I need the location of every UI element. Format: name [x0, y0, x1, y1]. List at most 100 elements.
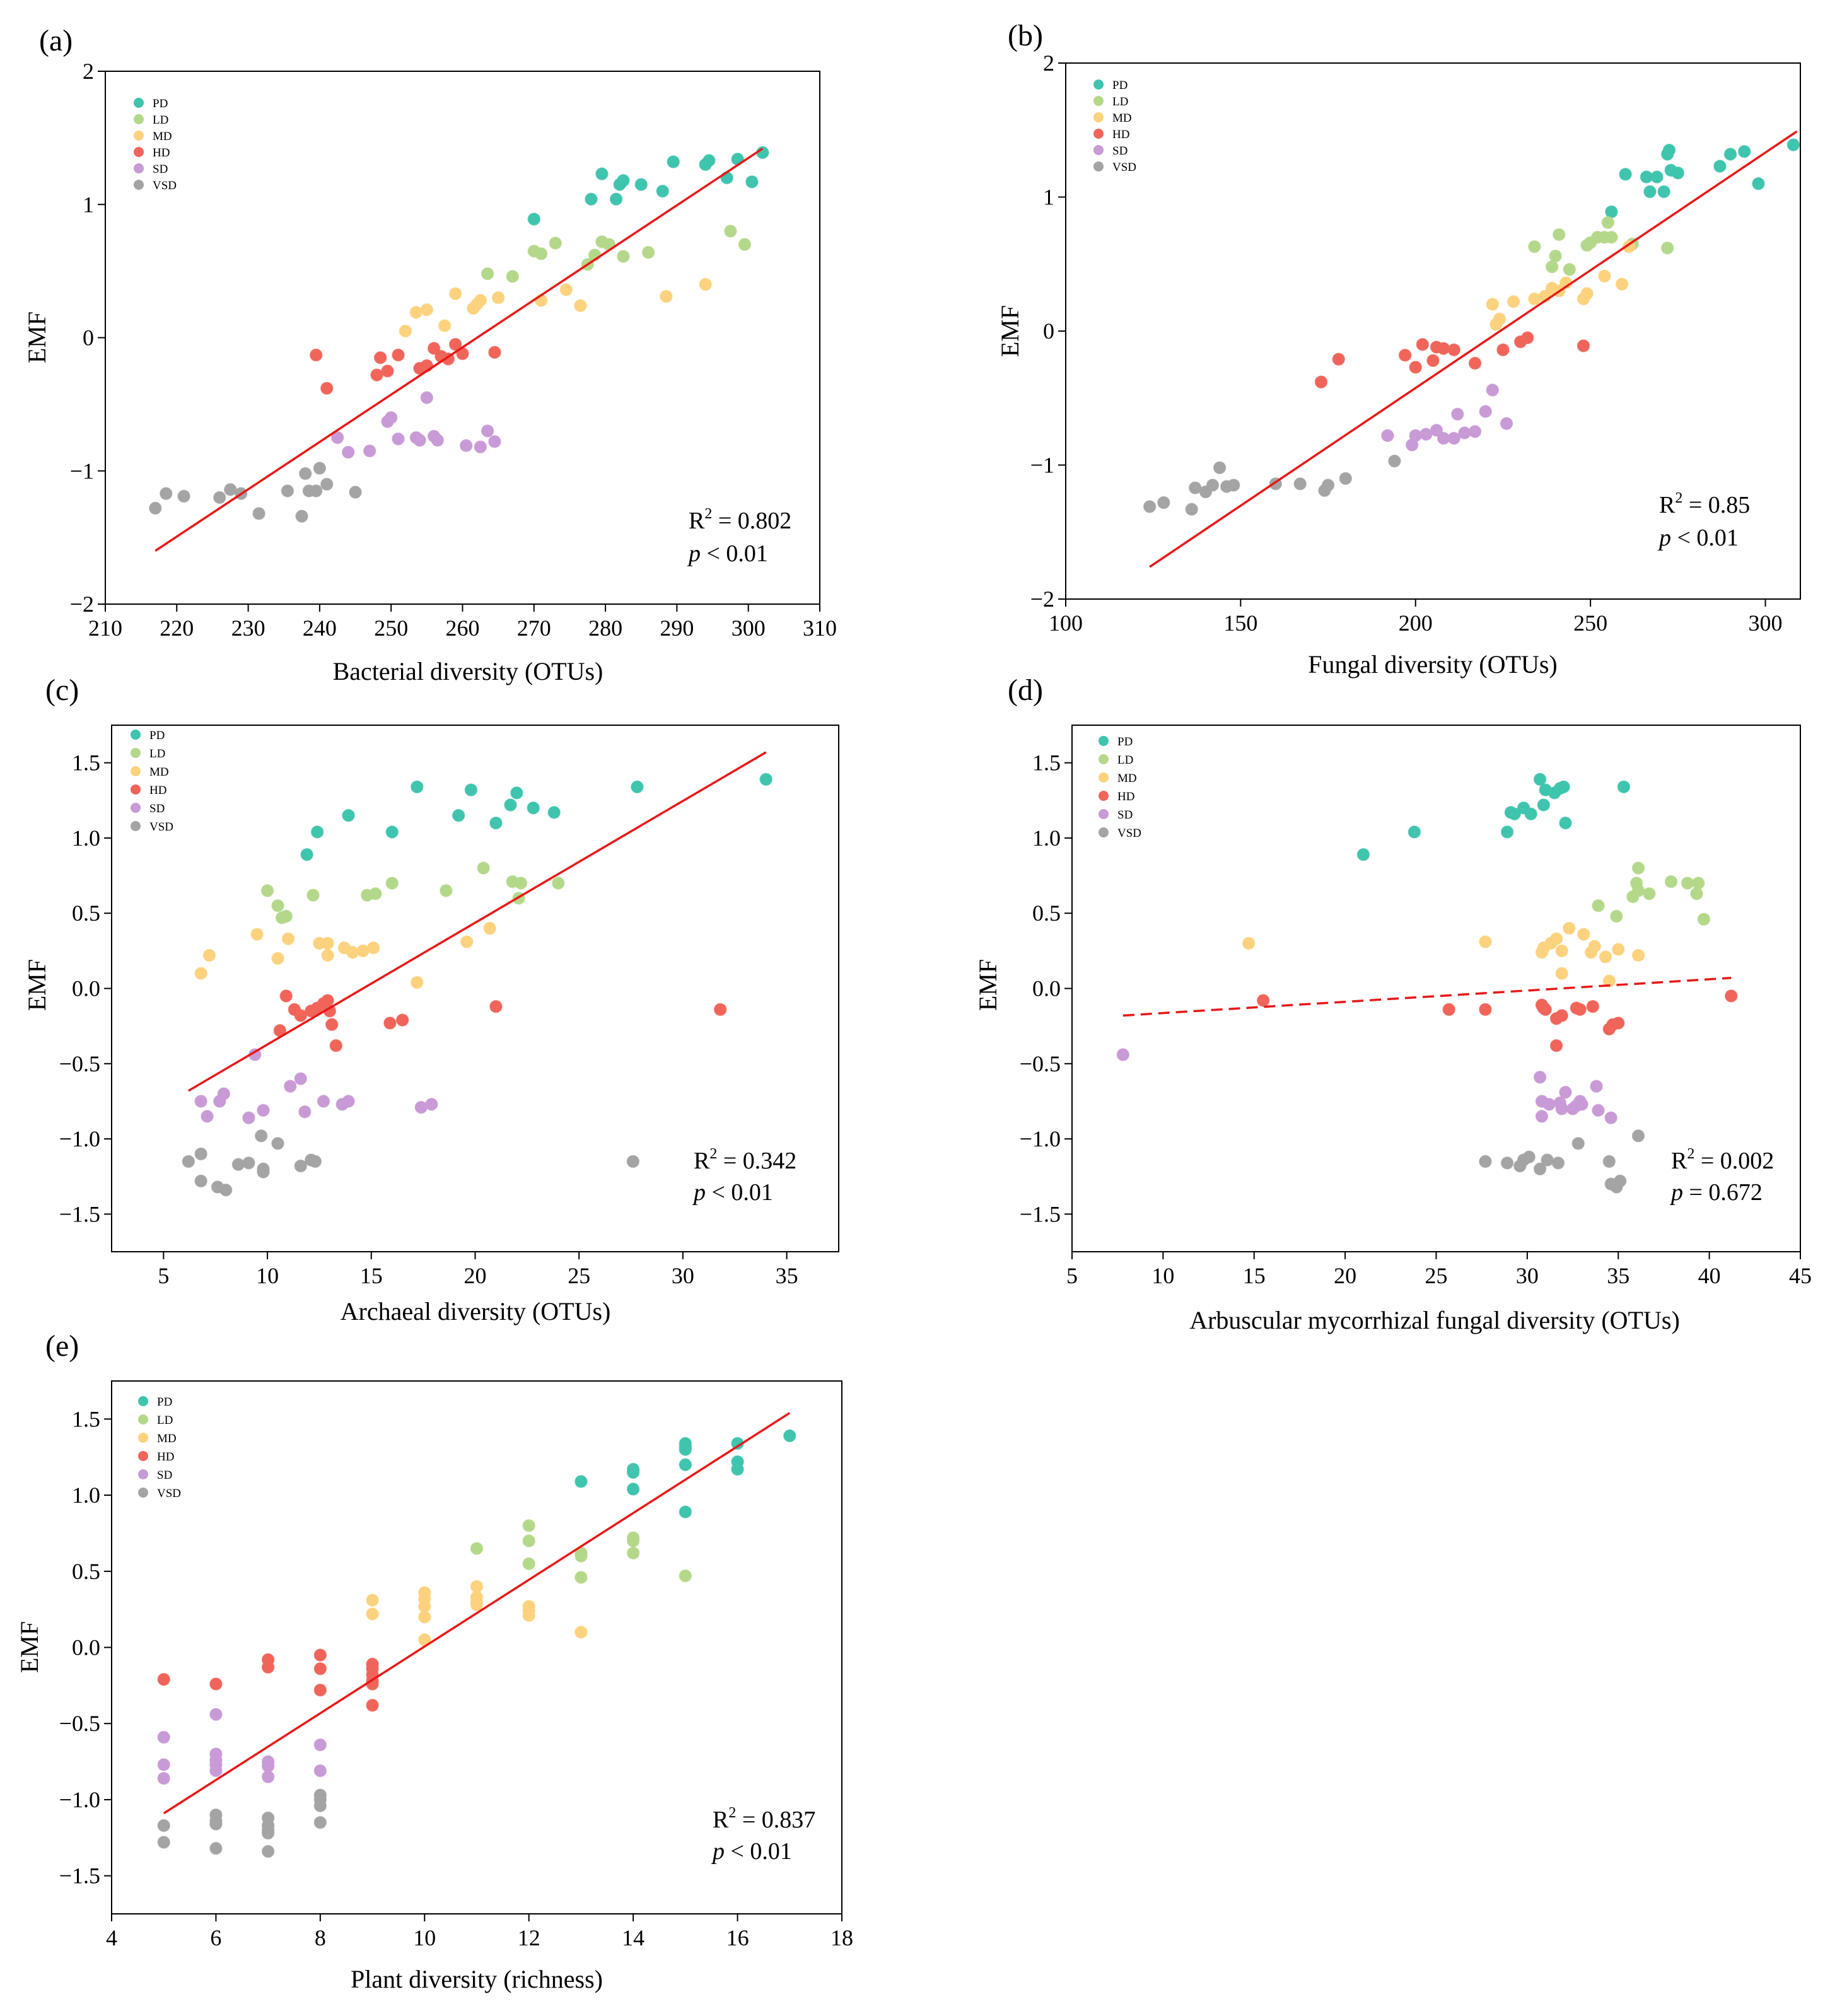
y-tick-label: 0.0: [72, 976, 100, 1001]
data-point-hd: [1573, 1003, 1587, 1017]
legend-marker-hd: [134, 147, 144, 157]
y-tick-label: −1.5: [1020, 1201, 1061, 1226]
data-point-hd: [1442, 1003, 1455, 1017]
data-point-hd: [313, 1662, 327, 1675]
data-point-md: [281, 932, 295, 946]
data-point-hd: [1549, 1039, 1563, 1052]
p-value: < 0.01: [701, 540, 768, 567]
data-point-ld: [1692, 877, 1705, 890]
data-point-sd: [1447, 431, 1461, 445]
r-squared-value: = 0.85: [1682, 492, 1750, 518]
x-tick-label: 200: [1399, 610, 1433, 636]
data-point-hd: [1314, 375, 1328, 388]
data-point-vsd: [1321, 479, 1335, 492]
legend-label: VSD: [1117, 827, 1141, 840]
legend-label: SD: [153, 163, 168, 176]
data-point-vsd: [160, 487, 173, 500]
data-point-hd: [1496, 343, 1510, 356]
p-value-label: p = 0.672: [1669, 1179, 1763, 1206]
data-point-hd: [366, 1698, 379, 1712]
x-tick-label: 230: [231, 615, 265, 641]
data-point-pd: [1737, 145, 1751, 158]
data-point-sd: [425, 1097, 438, 1111]
data-point-vsd: [313, 1799, 327, 1812]
data-point-pd: [759, 772, 772, 786]
data-point-vsd: [1522, 1150, 1536, 1163]
data-point-ld: [506, 270, 520, 283]
data-point-md: [438, 319, 452, 332]
data-point-md: [420, 303, 434, 317]
data-point-sd: [341, 445, 355, 459]
data-point-pd: [783, 1429, 796, 1443]
data-point-pd: [679, 1505, 692, 1518]
legend-marker-pd: [1099, 736, 1109, 746]
data-point-pd: [667, 155, 680, 168]
data-point-ld: [724, 224, 737, 238]
y-tick-label: −1.0: [59, 1126, 100, 1151]
legend-marker-pd: [134, 98, 144, 108]
panel-letter: (d): [1008, 673, 1043, 707]
y-tick-label: −1.5: [59, 1201, 100, 1226]
x-tick-label: 10: [413, 1925, 436, 1950]
data-point-md: [574, 299, 587, 313]
data-point-ld: [481, 267, 494, 281]
data-point-md: [470, 1580, 484, 1594]
data-point-ld: [470, 1542, 484, 1555]
data-point-md: [522, 1609, 535, 1623]
p-value-label: p < 0.01: [687, 540, 768, 567]
p-value-label: p < 0.01: [711, 1838, 792, 1865]
x-tick-label: 20: [1334, 1263, 1356, 1288]
data-point-hd: [1447, 343, 1461, 356]
data-point-vsd: [182, 1155, 195, 1168]
data-point-md: [1599, 950, 1612, 964]
p-symbol: p: [687, 540, 701, 567]
data-point-sd: [1575, 1097, 1588, 1111]
data-point-pd: [634, 178, 648, 191]
data-point-md: [1598, 269, 1611, 283]
data-point-hd: [279, 989, 293, 1003]
regression-line: [154, 148, 764, 552]
x-tick-label: 4: [106, 1925, 117, 1950]
p-value: < 0.01: [706, 1179, 773, 1206]
data-point-hd: [313, 1648, 327, 1662]
legend-label: PD: [157, 1395, 172, 1409]
y-tick-label: −1.5: [59, 1863, 100, 1889]
data-point-ld: [641, 246, 655, 259]
x-tick-label: 30: [1516, 1263, 1539, 1288]
data-point-sd: [392, 432, 405, 446]
data-point-pd: [1407, 825, 1421, 839]
legend-marker-md: [134, 131, 144, 141]
data-point-md: [321, 936, 334, 950]
data-point-ld: [552, 877, 565, 890]
data-point-ld: [534, 247, 548, 260]
x-tick-label: 10: [1151, 1263, 1174, 1288]
r-squared-value: = 0.802: [712, 508, 791, 534]
p-value-label: p < 0.01: [692, 1179, 773, 1206]
r-symbol: R: [1671, 1148, 1687, 1174]
data-point-pd: [1559, 816, 1572, 830]
legend-label: SD: [1112, 144, 1128, 158]
data-point-sd: [257, 1104, 270, 1117]
data-point-hd: [1612, 1017, 1625, 1030]
data-point-md: [474, 294, 487, 307]
data-point-ld: [477, 861, 490, 875]
legend-marker-vsd: [1099, 827, 1109, 837]
data-point-hd: [1521, 331, 1534, 344]
data-point-vsd: [313, 1815, 327, 1829]
legend-label: PD: [1117, 735, 1133, 749]
x-axis-label: Fungal diversity (OTUs): [1308, 650, 1558, 679]
x-tick-label: 35: [776, 1263, 798, 1288]
data-point-sd: [342, 1095, 355, 1108]
data-point-sd: [1542, 1097, 1556, 1111]
data-point-pd: [547, 806, 561, 819]
r-superscript: 2: [1675, 490, 1682, 506]
legend-label: SD: [149, 802, 165, 815]
y-tick-label: 2: [83, 59, 94, 84]
y-tick-label: 1.5: [1032, 750, 1061, 776]
data-point-ld: [1631, 884, 1645, 897]
panel-letter: (a): [39, 24, 73, 57]
data-point-pd: [1752, 177, 1765, 190]
data-point-vsd: [1185, 503, 1198, 516]
legend-label: MD: [1117, 772, 1137, 785]
